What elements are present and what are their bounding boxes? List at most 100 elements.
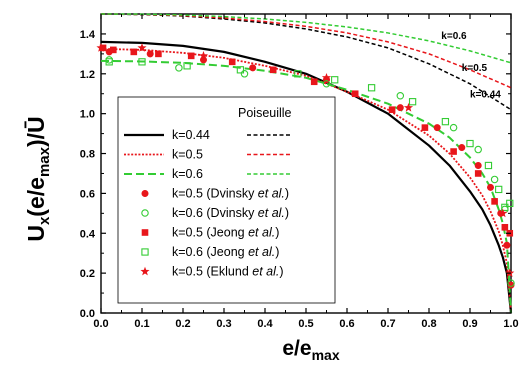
data-point [138,58,146,66]
legend-label: k=0.6 [172,167,203,181]
legend-label: k=0.5 [172,148,203,162]
data-point [96,43,106,52]
data-point [388,106,396,113]
marker-series-je06 [105,58,514,212]
legend-entry-dv05: k=0.5 (Dvinsky et al.) [141,187,289,201]
marker-series-je05 [99,44,514,237]
data-point [507,279,515,287]
legend-label: k=0.5 (Eklund et al.) [172,265,284,279]
data-point [495,185,503,194]
data-point [322,80,331,88]
data-point [466,139,474,148]
series-line-k044 [100,40,513,314]
data-point [408,98,417,106]
data-point [183,62,191,70]
axis-ticks: 0.0 0.1 0.2 0.3 0.4 0.5 0.6 0.7 0.8 0.9 1.0 0.0 0.2 0… [80,14,519,330]
series-line-k06 [100,59,512,314]
data-point [240,70,249,78]
series-line-k05 [100,47,512,314]
y-axis-label: Ux(e/emax)/Ū [23,116,53,241]
legend-label: k=0.5 (Jeong et al.) [172,226,279,240]
data-point [507,281,515,289]
legend: Poiseuille k=0.44 k=0.5 k=0.6 k=0.5 (Dvinsky… [117,96,336,304]
legend-entry-je05: k=0.5 (Jeong et al.) [141,226,279,240]
data-point [321,72,332,82]
y-tick-label: 0.4 [80,228,96,240]
series-line-p06 [100,13,512,64]
y-tick-label: 1.4 [80,29,96,41]
legend-entry-dv06: k=0.6 (Dvinsky et al.) [141,206,289,220]
data-point [503,241,511,249]
legend-label: k=0.44 [172,128,210,142]
data-point [236,66,245,74]
x-tick-label: 0.0 [93,318,108,330]
data-point [441,117,450,126]
x-tick-label: 0.1 [134,318,149,330]
data-point [137,43,147,52]
data-point [367,84,376,92]
curve-annotation: k=0.44 [470,90,501,101]
legend-entry-je06: k=0.6 (Jeong et al.) [141,245,279,259]
data-point [331,76,339,84]
data-point [433,124,441,132]
data-point [105,56,113,64]
data-point [351,90,359,98]
data-point [403,102,414,112]
y-tick-label: 1.0 [80,109,95,121]
x-axis-label: e/emax [282,337,339,363]
legend-label: k=0.6 (Jeong et al.) [172,245,279,259]
legend-entry-k06: k=0.6 [124,167,290,181]
data-point [501,203,509,212]
legend-entry-k05: k=0.5 [124,148,290,162]
data-point [486,183,494,191]
x-tick-label: 1.0 [503,318,518,330]
data-point [491,198,498,205]
data-point [474,170,482,177]
legend-box [117,96,336,304]
curve-group [100,13,513,314]
curve-annotation: k=0.5 [462,63,488,74]
data-point [501,223,509,231]
data-point [105,58,113,66]
data-point [175,64,183,72]
legend-entry-k044: k=0.44 [124,128,290,142]
data-point [110,46,117,54]
data-point [269,66,277,74]
data-point [396,91,405,100]
data-point [249,64,257,72]
legend-marker [141,248,149,256]
data-point [506,199,514,208]
data-point [155,50,162,58]
data-point [294,70,302,78]
y-tick-label: 1.2 [80,69,95,81]
curve-annotation: k=0.6 [441,31,467,42]
x-tick-label: 0.6 [339,318,354,330]
data-point [310,78,318,86]
data-point [498,208,508,218]
data-point [146,50,154,58]
y-tick-label: 0.2 [80,268,95,280]
legend-marker [141,229,149,236]
y-tick-label: 0.8 [80,149,95,161]
data-point [449,123,458,132]
x-tick-label: 0.7 [380,318,395,330]
x-tick-label: 0.9 [462,318,477,330]
x-tick-label: 0.5 [298,318,313,330]
data-point [450,148,457,155]
data-point [198,51,209,60]
x-tick-label: 0.3 [216,318,231,330]
x-tick-label: 0.8 [421,318,436,330]
legend-entry-ek05: k=0.5 (Eklund et al.) [140,265,284,279]
legend-marker [140,266,150,276]
data-point [130,48,138,56]
y-tick-label: 0.0 [80,308,95,320]
data-point [458,144,466,152]
curve-annotations: k=0.6 k=0.5 k=0.44 [441,31,501,101]
data-point [228,58,236,66]
legend-marker [141,190,149,198]
legend-header: Poiseuille [238,106,292,120]
legend-label: k=0.6 (Dvinsky et al.) [172,206,289,220]
x-tick-label: 0.2 [175,318,190,330]
y-tick-label: 0.6 [80,188,95,200]
